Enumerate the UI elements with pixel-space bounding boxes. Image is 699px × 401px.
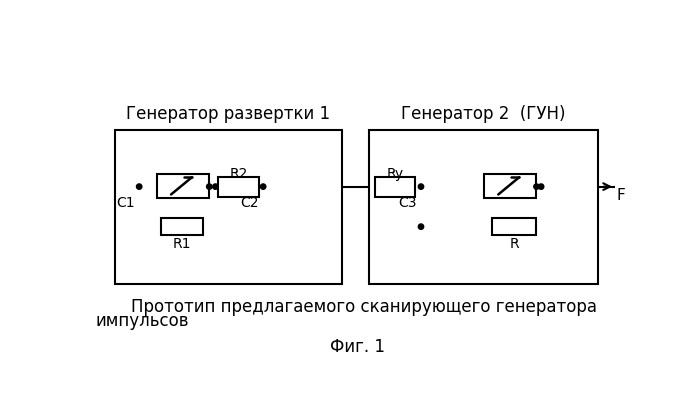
Circle shape [212,184,218,190]
Text: R1: R1 [173,236,191,250]
Text: Прототип предлагаемого сканирующего генератора: Прототип предлагаемого сканирующего гене… [131,298,598,316]
Text: C3: C3 [398,196,417,209]
Text: Фиг. 1: Фиг. 1 [331,337,385,355]
Bar [484,174,537,198]
Bar [368,130,598,284]
Circle shape [418,184,424,190]
Circle shape [206,184,212,190]
Text: R2: R2 [229,166,247,180]
Circle shape [136,184,142,190]
Text: Генератор 2  (ГУН): Генератор 2 (ГУН) [401,104,565,122]
Bar [115,130,342,284]
Text: C1: C1 [116,196,135,209]
Circle shape [534,184,539,190]
Bar [161,219,203,235]
Circle shape [418,225,424,230]
Circle shape [538,184,544,190]
Bar [219,177,259,197]
Text: Генератор развертки 1: Генератор развертки 1 [126,104,330,122]
Circle shape [261,184,266,190]
Bar [492,219,537,235]
Text: Ry: Ry [387,166,403,180]
Text: F: F [617,187,626,203]
Text: импульсов: импульсов [95,311,189,329]
Bar [375,177,415,197]
Text: C2: C2 [240,196,259,209]
Text: R: R [510,236,519,250]
Bar [157,174,209,198]
